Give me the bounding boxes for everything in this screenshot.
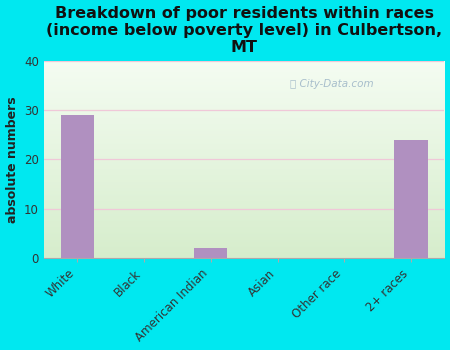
Bar xyxy=(194,248,227,258)
Bar xyxy=(394,140,428,258)
Y-axis label: absolute numbers: absolute numbers xyxy=(5,96,18,223)
Bar xyxy=(61,115,94,258)
Text: ⓘ City-Data.com: ⓘ City-Data.com xyxy=(290,79,374,89)
Title: Breakdown of poor residents within races
(income below poverty level) in Culbert: Breakdown of poor residents within races… xyxy=(46,6,442,55)
